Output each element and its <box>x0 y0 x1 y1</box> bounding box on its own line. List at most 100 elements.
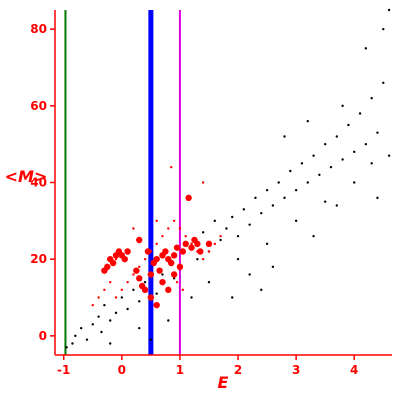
point-s1-31 <box>153 301 160 309</box>
point-s1-22 <box>173 244 181 251</box>
point-s2-15 <box>178 227 182 230</box>
x-tick-label-0: -1 <box>57 363 70 377</box>
point-s0-70 <box>312 234 315 238</box>
point-s0-25 <box>219 238 222 242</box>
point-s0-24 <box>213 219 216 223</box>
point-s0-11 <box>120 296 124 299</box>
point-s1-6 <box>121 255 128 263</box>
point-s2-21 <box>213 242 216 246</box>
point-s0-58 <box>353 181 356 184</box>
point-s1-7 <box>101 267 108 274</box>
point-s0-53 <box>382 81 385 85</box>
point-s2-29 <box>181 288 185 292</box>
point-s2-8 <box>138 265 141 269</box>
point-s1-20 <box>168 259 175 267</box>
point-s0-15 <box>143 280 147 284</box>
point-s2-23 <box>201 181 205 184</box>
point-s0-61 <box>306 119 309 123</box>
point-s0-8 <box>103 303 106 307</box>
point-s0-9 <box>108 319 112 322</box>
point-s1-32 <box>159 278 166 286</box>
point-s2-24 <box>170 165 173 169</box>
x-tick-label-2: 1 <box>176 363 184 377</box>
point-s2-7 <box>132 273 135 276</box>
point-s0-39 <box>300 162 304 165</box>
point-s0-4 <box>85 338 89 341</box>
point-s0-2 <box>74 334 77 338</box>
x-tick-label-3: 2 <box>234 363 242 377</box>
point-s2-17 <box>190 242 193 246</box>
point-s1-33 <box>165 286 172 294</box>
point-s0-6 <box>97 315 100 318</box>
point-s0-55 <box>294 219 298 223</box>
point-s2-25 <box>155 219 158 223</box>
point-s0-28 <box>236 234 240 238</box>
point-s2-10 <box>149 250 153 253</box>
point-s2-18 <box>196 250 199 253</box>
point-s0-0 <box>65 346 68 349</box>
point-s1-35 <box>197 248 204 255</box>
y-tick-label-2: 40 <box>30 176 47 190</box>
point-s0-65 <box>387 8 391 12</box>
point-s0-12 <box>126 307 129 311</box>
point-s2-14 <box>172 219 176 223</box>
point-s0-72 <box>376 196 379 200</box>
point-s0-10 <box>114 311 118 315</box>
point-s0-26 <box>225 227 228 230</box>
point-s2-5 <box>120 288 124 292</box>
point-s0-35 <box>277 181 280 184</box>
point-s0-52 <box>376 131 379 134</box>
point-s0-33 <box>265 188 269 192</box>
point-s0-75 <box>207 280 211 284</box>
point-s0-3 <box>79 326 83 330</box>
point-s1-8 <box>124 248 131 255</box>
point-s0-46 <box>341 158 344 161</box>
point-s0-7 <box>100 330 103 334</box>
point-s0-63 <box>364 47 368 50</box>
point-s0-79 <box>167 319 170 322</box>
point-s1-13 <box>147 271 155 278</box>
point-s0-59 <box>370 162 373 165</box>
point-s0-13 <box>132 288 135 292</box>
point-s1-21 <box>170 252 178 259</box>
point-s0-29 <box>242 208 246 211</box>
vertical-lines <box>64 10 181 355</box>
point-s1-2 <box>109 259 117 267</box>
point-s0-5 <box>91 323 94 326</box>
point-s1-36 <box>205 240 213 248</box>
point-s1-15 <box>153 255 160 263</box>
point-s1-26 <box>185 194 192 202</box>
point-s0-16 <box>155 292 158 295</box>
point-s2-4 <box>114 296 118 299</box>
point-s0-74 <box>190 296 193 299</box>
data-points <box>65 8 391 349</box>
point-s0-54 <box>323 200 327 203</box>
x-axis-title: E <box>218 373 229 392</box>
point-s1-34 <box>170 271 178 278</box>
point-s1-30 <box>147 294 155 301</box>
point-s2-20 <box>207 250 211 253</box>
point-s2-12 <box>161 234 164 238</box>
point-s0-68 <box>231 296 234 299</box>
point-s2-22 <box>219 234 222 238</box>
point-s0-62 <box>283 135 286 138</box>
point-s0-27 <box>231 215 234 219</box>
point-s0-38 <box>294 188 298 192</box>
x-tick-label-4: 3 <box>292 363 300 377</box>
point-s0-21 <box>196 257 199 261</box>
point-s0-31 <box>254 196 257 200</box>
y-axis-title: <M> <box>5 167 48 186</box>
point-s0-51 <box>370 96 373 100</box>
point-s1-25 <box>182 240 189 248</box>
point-s0-60 <box>341 104 344 108</box>
point-s0-37 <box>289 169 292 173</box>
point-s0-73 <box>387 154 391 157</box>
point-s0-49 <box>358 112 362 115</box>
point-s0-32 <box>260 211 263 215</box>
point-s2-13 <box>167 227 170 230</box>
y-tick-label-3: 60 <box>30 99 47 113</box>
point-s0-14 <box>138 300 141 303</box>
point-s0-34 <box>271 204 275 207</box>
